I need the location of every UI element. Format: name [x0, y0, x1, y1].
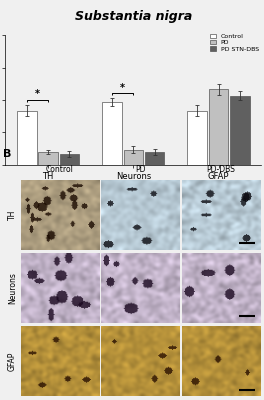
Bar: [38, 152, 58, 165]
Text: Control: Control: [46, 164, 74, 174]
Text: *: *: [120, 83, 125, 93]
Bar: [102, 102, 122, 165]
Text: *: *: [35, 89, 40, 99]
Text: TH: TH: [8, 210, 17, 220]
Bar: [209, 89, 228, 165]
Text: PD-DBS: PD-DBS: [207, 164, 235, 174]
Text: PD: PD: [135, 164, 146, 174]
Text: Neurons: Neurons: [8, 272, 17, 304]
Legend: Control, PD, PD STN-DBS: Control, PD, PD STN-DBS: [208, 32, 261, 54]
Bar: [187, 111, 207, 165]
Bar: [60, 154, 79, 165]
Text: B: B: [3, 149, 11, 159]
Bar: [230, 96, 250, 165]
Bar: [124, 150, 143, 165]
Text: GFAP: GFAP: [8, 352, 17, 371]
Bar: [145, 152, 164, 165]
Bar: [17, 111, 36, 165]
Text: Substantia nigra: Substantia nigra: [75, 10, 192, 23]
